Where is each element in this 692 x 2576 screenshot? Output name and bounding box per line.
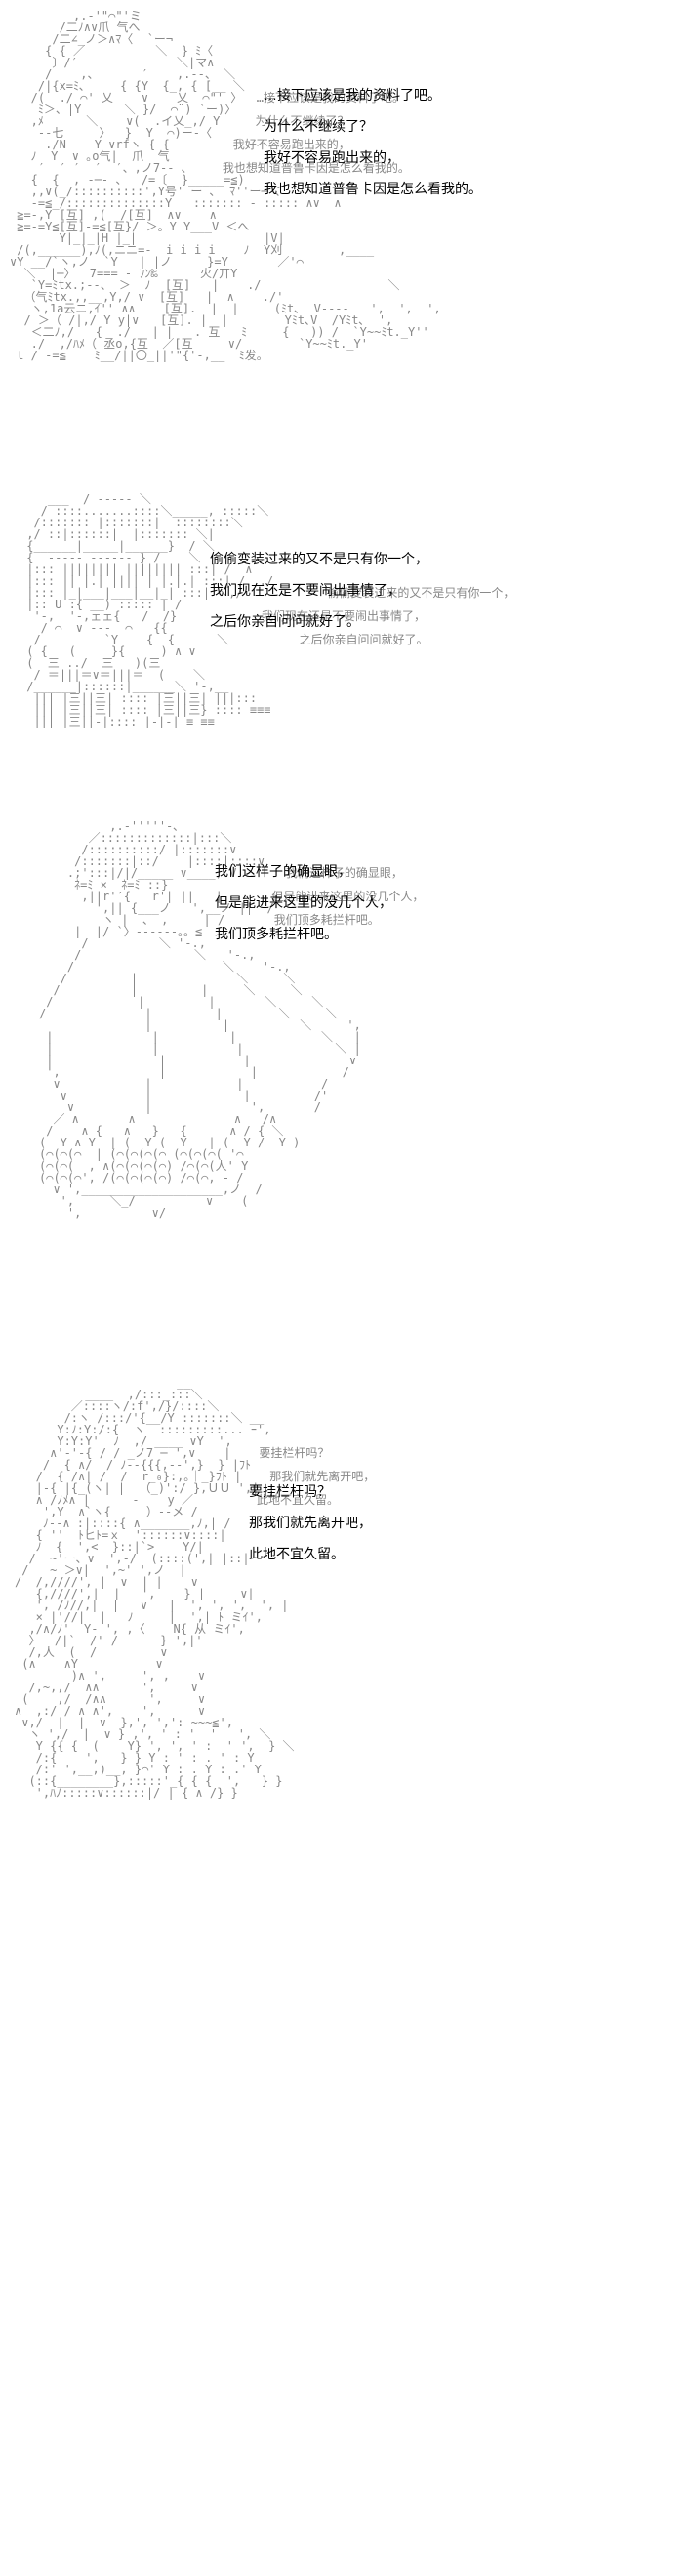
comic-panel-1: ,.-'"⌒"'ミ /二ﾉ∧∨爪 气へ /二∠_ノ＞∧ﾏ〈 `ー¬ { { ／ … (0, 0, 692, 483)
dialogue-line: 为什么不继续了？ (264, 114, 673, 138)
dialogue-block-1: …接下应该是我的资料了吧。 为什么不继续了？ 我好不容易跑出来的， 我也想知道普… (264, 83, 673, 208)
dialogue-line: 之后你亲自问问就好了。 (210, 609, 620, 633)
dialogue-block-2: 偷偷变装过来的又不是只有你一个， 我们现在还是不要闹出事情了， 之后你亲自问问就… (210, 547, 620, 641)
dialogue-line: …接下应该是我的资料了吧。 (264, 83, 673, 106)
dialogue-block-4: 要挂栏杆吗？ 那我们就先离开吧， 此地不宜久留。 (249, 1479, 659, 1573)
comic-panel-2: ___ / ----- ＼ / ::::.......::::＼_____, :… (0, 483, 692, 810)
ascii-art-character-4: __ ____ ,/:::_:::＼ ／::::ヽ/:f',/}/::::＼ /… (15, 1377, 375, 1799)
dialogue-line: 我们现在还是不要闹出事情了， (210, 578, 620, 602)
comic-panel-4: __ ____ ,/:::_:::＼ ／::::ヽ/:f',/}/::::＼ /… (0, 1367, 692, 1982)
dialogue-block-3: 我们这样子的确显眼， 但是能进来这里的没几个人， 我们顶多耗拦杆吧。 (215, 859, 625, 953)
dialogue-line: 但是能进来这里的没几个人， (215, 891, 625, 914)
dialogue-line: 我好不容易跑出来的， (264, 145, 673, 169)
dialogue-line: 偷偷变装过来的又不是只有你一个， (210, 547, 620, 570)
dialogue-line: 此地不宜久留。 (249, 1542, 659, 1565)
dialogue-line: 要挂栏杆吗？ (249, 1479, 659, 1503)
comic-panel-3: ,.-'''''-､ ／:::::::::::::|:::＼ /::::::::… (0, 810, 692, 1367)
dialogue-line: 那我们就先离开吧， (249, 1511, 659, 1534)
dialogue-line: 我们这样子的确显眼， (215, 859, 625, 883)
dialogue-line: 我们顶多耗拦杆吧。 (215, 922, 625, 945)
dialogue-line: 我也想知道普鲁卡因是怎么看我的。 (264, 177, 673, 200)
